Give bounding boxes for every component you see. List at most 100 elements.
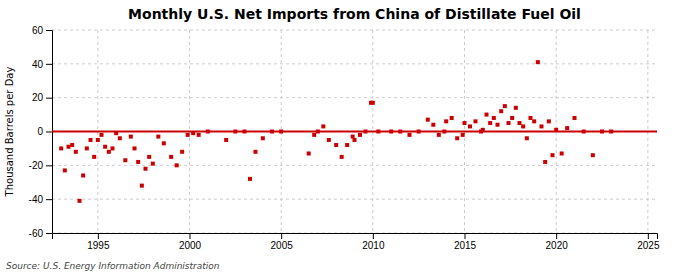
point	[243, 130, 247, 134]
point	[551, 153, 555, 157]
point	[474, 119, 478, 123]
point	[334, 143, 338, 147]
point	[450, 116, 454, 120]
point	[321, 124, 325, 128]
tick-mark	[46, 98, 52, 99]
point	[114, 131, 118, 135]
tick-label: -40	[29, 194, 44, 205]
tick-label: 60	[32, 25, 44, 36]
point	[536, 60, 540, 64]
point	[233, 130, 237, 134]
tick-mark	[190, 233, 191, 239]
grid	[52, 30, 657, 233]
point	[437, 133, 441, 137]
point	[345, 143, 349, 147]
point	[582, 130, 586, 134]
point	[591, 153, 595, 157]
marks	[52, 60, 657, 203]
point	[136, 160, 140, 164]
point	[78, 199, 82, 203]
tick-mark	[46, 199, 52, 200]
tick-mark	[648, 233, 649, 239]
point	[144, 167, 148, 171]
point	[468, 124, 472, 128]
tick-label: 1995	[87, 240, 110, 251]
tick: -20	[29, 160, 52, 171]
point	[169, 155, 173, 159]
point	[248, 177, 252, 181]
x-axis: 1995200020052010201520202025	[53, 233, 660, 251]
point	[89, 138, 93, 142]
point	[254, 150, 258, 154]
tick-label: -20	[29, 160, 44, 171]
point	[455, 136, 459, 140]
point	[499, 109, 503, 113]
tick: 0	[37, 126, 52, 137]
point	[340, 155, 344, 159]
point	[485, 113, 489, 117]
point	[510, 116, 514, 120]
point	[560, 151, 564, 155]
tick: 1995	[87, 233, 110, 251]
point	[59, 146, 63, 150]
point	[140, 184, 144, 188]
grid-line	[52, 131, 657, 132]
tick-mark	[46, 233, 52, 234]
point	[85, 146, 89, 150]
point	[398, 130, 402, 134]
tick-label: 2025	[637, 240, 660, 251]
point	[543, 160, 547, 164]
tick-mark	[46, 165, 52, 166]
tick-mark	[465, 233, 466, 239]
point	[111, 146, 115, 150]
tick: -60	[29, 228, 52, 239]
point	[547, 119, 551, 123]
title: Monthly U.S. Net Imports from China of D…	[128, 6, 581, 22]
point	[156, 135, 160, 139]
point	[81, 173, 85, 177]
point	[180, 150, 184, 154]
point	[364, 130, 368, 134]
point	[389, 130, 393, 134]
point	[74, 150, 78, 154]
annotation: Source: U.S. Energy Information Administ…	[6, 261, 220, 271]
point	[492, 116, 496, 120]
tick: -40	[29, 194, 52, 205]
grid-line	[52, 97, 657, 98]
tick-label: 0	[37, 126, 43, 137]
tick: 2015	[454, 233, 477, 251]
point	[147, 155, 151, 159]
point	[461, 133, 465, 137]
point	[496, 123, 500, 127]
point	[279, 130, 283, 134]
tick-mark	[46, 64, 52, 65]
point	[417, 130, 421, 134]
tick-mark	[46, 132, 52, 133]
tick-label: -60	[29, 228, 44, 239]
zero-line	[52, 131, 657, 133]
tick-label: 40	[32, 59, 44, 70]
point	[573, 116, 577, 120]
point	[600, 130, 604, 134]
point	[67, 145, 71, 149]
chart: 1995200020052010201520202025-60-40-20020…	[0, 0, 675, 275]
point	[327, 138, 331, 142]
point	[103, 145, 107, 149]
y-axis: -60 -40 -20 0 20 40 60	[29, 25, 53, 239]
point	[529, 116, 533, 120]
point	[261, 136, 265, 140]
point	[63, 168, 67, 172]
tick-label: 2005	[271, 240, 294, 251]
tick-label: 2000	[179, 240, 202, 251]
point	[514, 106, 518, 110]
point	[129, 135, 133, 139]
point	[133, 146, 137, 150]
point	[107, 150, 111, 154]
grid-line	[52, 63, 657, 64]
tick: 2000	[179, 233, 202, 251]
point	[481, 128, 485, 132]
tick-label: 20	[32, 92, 44, 103]
point	[118, 136, 122, 140]
point	[100, 133, 104, 137]
tick-label: 2020	[546, 240, 569, 251]
